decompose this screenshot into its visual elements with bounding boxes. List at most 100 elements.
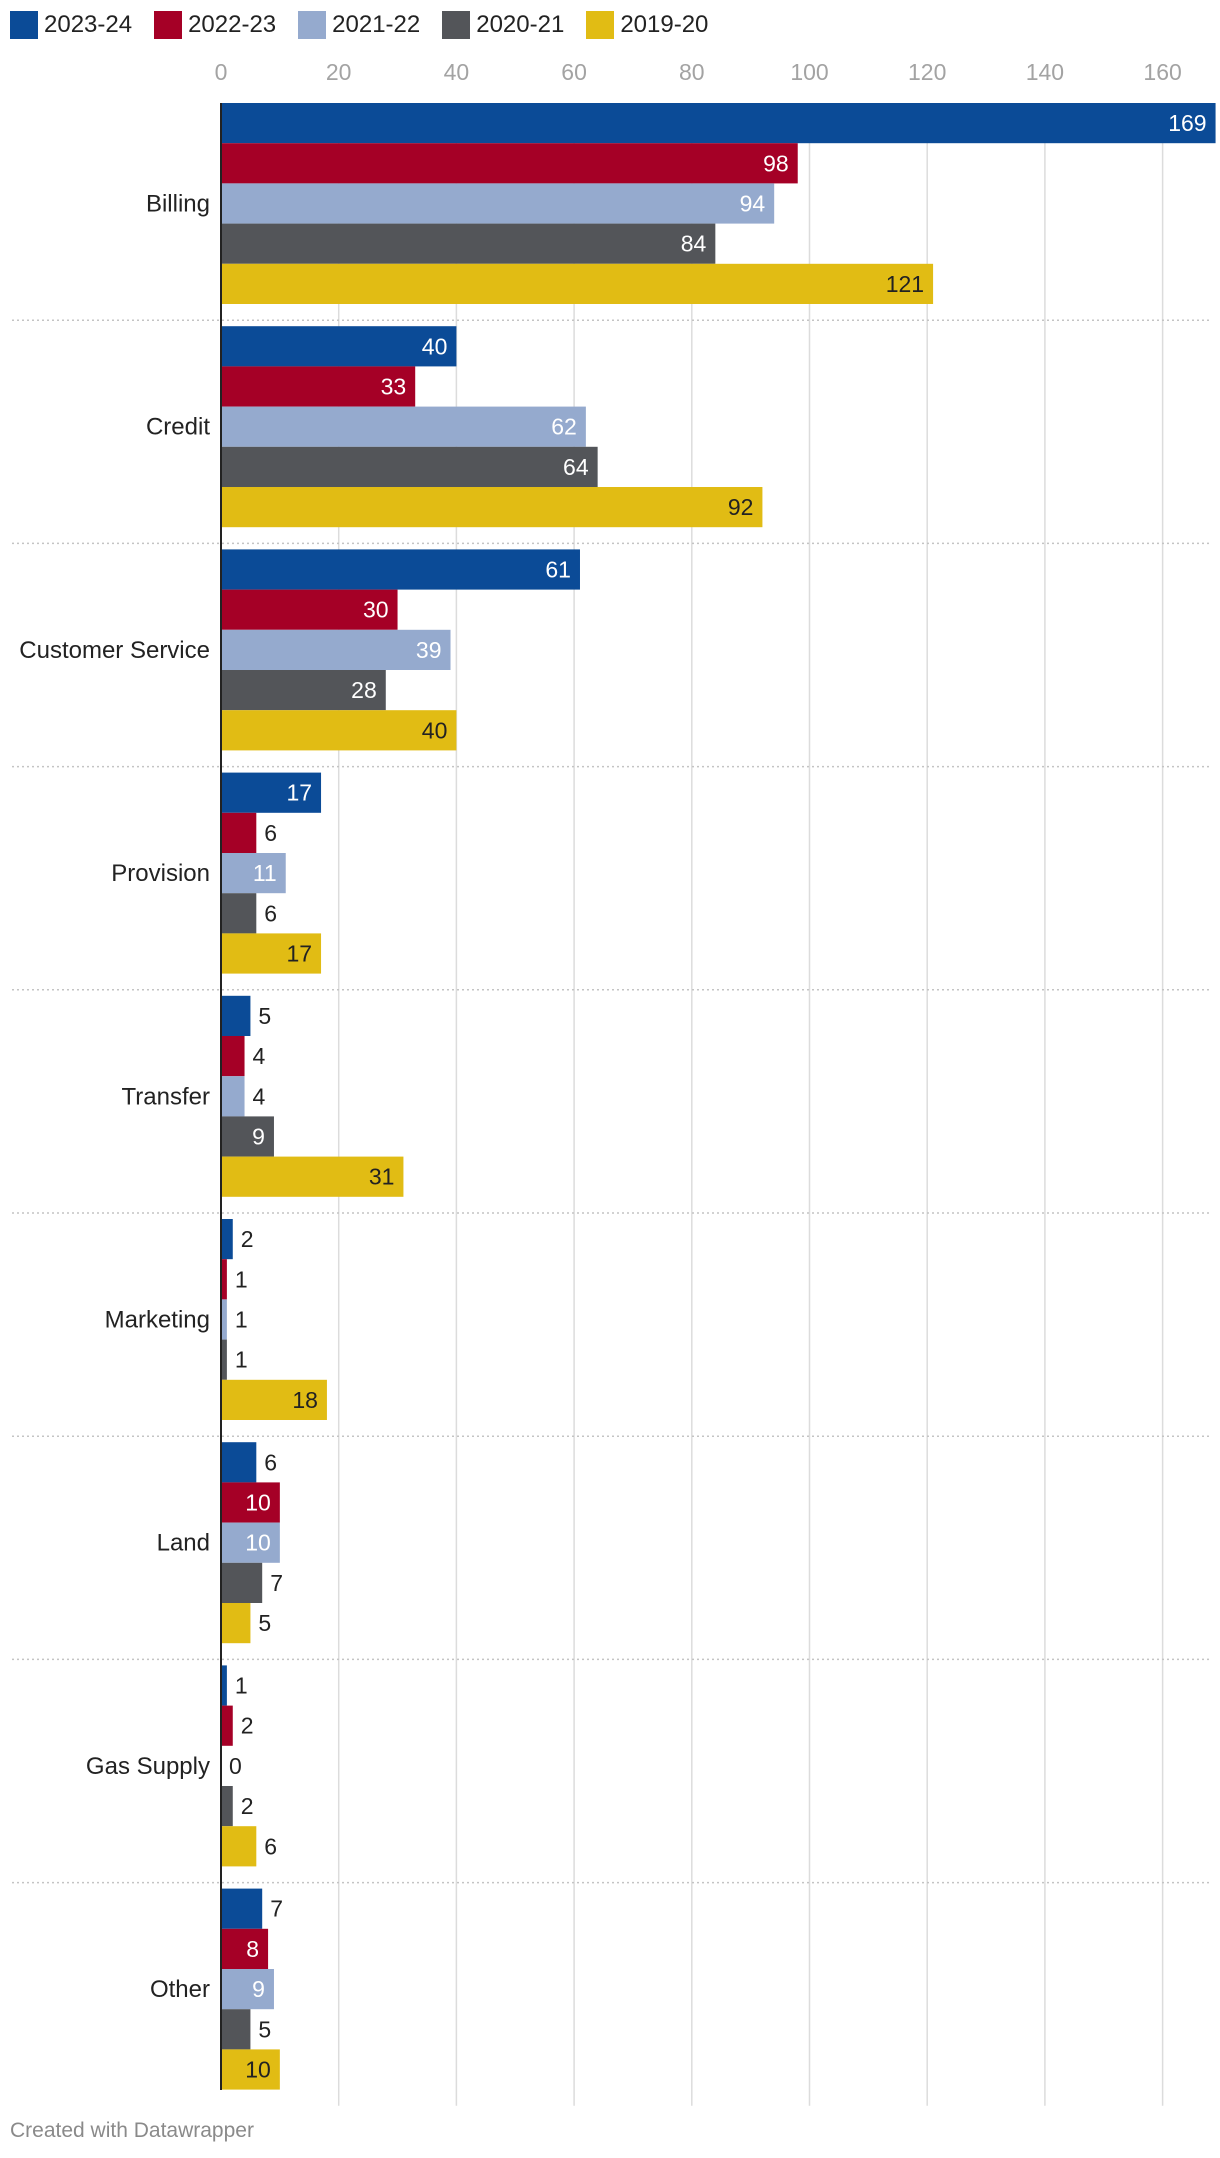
bar-provision-2022-23 [221,812,257,853]
bar-credit-2019-20 [221,487,763,528]
bar-billing-2022-23 [221,143,798,184]
bar-marketing-2021-22 [221,1299,227,1340]
legend-label: 2023-24 [44,11,133,38]
category-label-provision: Provision [111,860,210,887]
legend-label: 2021-22 [332,11,421,38]
x-tick-label: 80 [679,59,705,85]
bar-land-2021-22 [221,1522,280,1563]
bar-gas-supply-2020-21 [221,1786,233,1827]
x-tick-label: 20 [326,59,352,85]
x-tick-label: 120 [908,59,946,85]
data-label-land-2023-24: 6 [264,1449,277,1475]
bar-gas-supply-2023-24 [221,1665,227,1706]
bar-billing-2023-24 [221,103,1216,144]
bar-transfer-2019-20 [221,1156,404,1197]
legend-item-2022-23: 2022-23 [154,11,276,39]
data-label-marketing-2019-20: 18 [292,1387,318,1413]
data-label-customer-service-2023-24: 61 [545,557,571,583]
data-label-marketing-2021-22: 1 [235,1307,248,1333]
bar-land-2022-23 [221,1482,280,1523]
data-label-provision-2020-21: 6 [264,900,277,926]
bar-customer-service-2020-21 [221,670,386,711]
bar-provision-2021-22 [221,853,286,894]
x-tick-label: 100 [790,59,828,85]
data-label-other-2020-21: 5 [258,2016,271,2042]
category-labels: Billing Credit Customer Service Provision Tr… [19,191,210,2004]
bar-transfer-2020-21 [221,1116,274,1157]
data-label-land-2020-21: 7 [270,1570,283,1596]
data-label-credit-2023-24: 40 [422,333,448,359]
data-label-transfer-2021-22: 4 [253,1083,266,1109]
bar-customer-service-2019-20 [221,710,457,751]
data-label-gas-supply-2022-23: 2 [241,1713,254,1739]
bar-land-2020-21 [221,1562,263,1603]
bar-billing-2021-22 [221,183,775,224]
legend-label: 2019-20 [620,11,709,38]
bar-gas-supply-2019-20 [221,1826,257,1867]
bar-customer-service-2021-22 [221,629,451,670]
data-label-credit-2019-20: 92 [728,494,754,520]
data-label-customer-service-2019-20: 40 [422,717,448,743]
data-label-marketing-2023-24: 2 [241,1226,254,1252]
bar-billing-2019-20 [221,263,934,304]
x-tick-label: 60 [561,59,587,85]
data-label-provision-2019-20: 17 [286,941,312,967]
x-tick-label: 160 [1143,59,1181,85]
legend-swatch [298,11,327,39]
bar-transfer-2022-23 [221,1036,245,1077]
data-label-other-2019-20: 10 [245,2057,271,2083]
bar-customer-service-2023-24 [221,549,580,590]
data-label-provision-2021-22: 11 [253,860,277,886]
bar-marketing-2019-20 [221,1379,327,1420]
data-label-land-2022-23: 10 [245,1490,271,1516]
legend-swatch [442,11,471,39]
bar-provision-2019-20 [221,933,322,974]
data-label-billing-2019-20: 121 [886,271,924,297]
data-label-other-2022-23: 8 [246,1936,259,1962]
legend-item-2019-20: 2019-20 [586,11,708,39]
x-tick-label: 140 [1026,59,1064,85]
data-label-transfer-2019-20: 31 [369,1164,395,1190]
bar-credit-2022-23 [221,366,416,407]
bar-credit-2021-22 [221,406,586,447]
legend-item-2021-22: 2021-22 [298,11,420,39]
bar-other-2023-24 [221,1888,263,1929]
bar-marketing-2020-21 [221,1339,227,1380]
category-label-customer-service: Customer Service [19,637,210,664]
bar-other-2019-20 [221,2049,280,2090]
bar-credit-2023-24 [221,326,457,367]
legend-label: 2020-21 [476,11,565,38]
category-label-other: Other [150,1976,210,2003]
data-label-provision-2022-23: 6 [264,820,277,846]
data-label-provision-2023-24: 17 [286,780,312,806]
data-label-marketing-2020-21: 1 [235,1347,248,1373]
bar-transfer-2021-22 [221,1076,245,1117]
bar-other-2020-21 [221,2009,251,2050]
bar-provision-2020-21 [221,893,257,934]
legend-swatch [10,11,38,39]
bar-other-2021-22 [221,1969,274,2010]
data-label-transfer-2022-23: 4 [253,1043,266,1069]
bar-marketing-2023-24 [221,1219,233,1260]
category-label-gas-supply: Gas Supply [86,1753,210,1780]
bar-customer-service-2022-23 [221,589,398,630]
bar-provision-2023-24 [221,772,322,813]
bar-other-2022-23 [221,1928,269,1969]
chart-legend: 2023-24 2022-23 2021-22 2020-21 2019-20 [10,8,730,42]
data-label-gas-supply-2021-22: 0 [229,1753,242,1779]
bar-land-2019-20 [221,1603,251,1644]
data-label-gas-supply-2023-24: 1 [235,1673,248,1699]
category-label-transfer: Transfer [122,1083,210,1110]
data-label-land-2021-22: 10 [245,1530,271,1556]
legend-item-2023-24: 2023-24 [10,11,132,39]
legend-swatch [586,11,615,39]
legend-label: 2022-23 [188,11,277,38]
data-label-marketing-2022-23: 1 [235,1266,248,1292]
data-label-gas-supply-2020-21: 2 [241,1793,254,1819]
bars [221,103,1216,2090]
bar-land-2023-24 [221,1442,257,1483]
category-label-marketing: Marketing [105,1307,210,1334]
bar-transfer-2023-24 [221,995,251,1036]
data-label-billing-2020-21: 84 [681,231,707,257]
